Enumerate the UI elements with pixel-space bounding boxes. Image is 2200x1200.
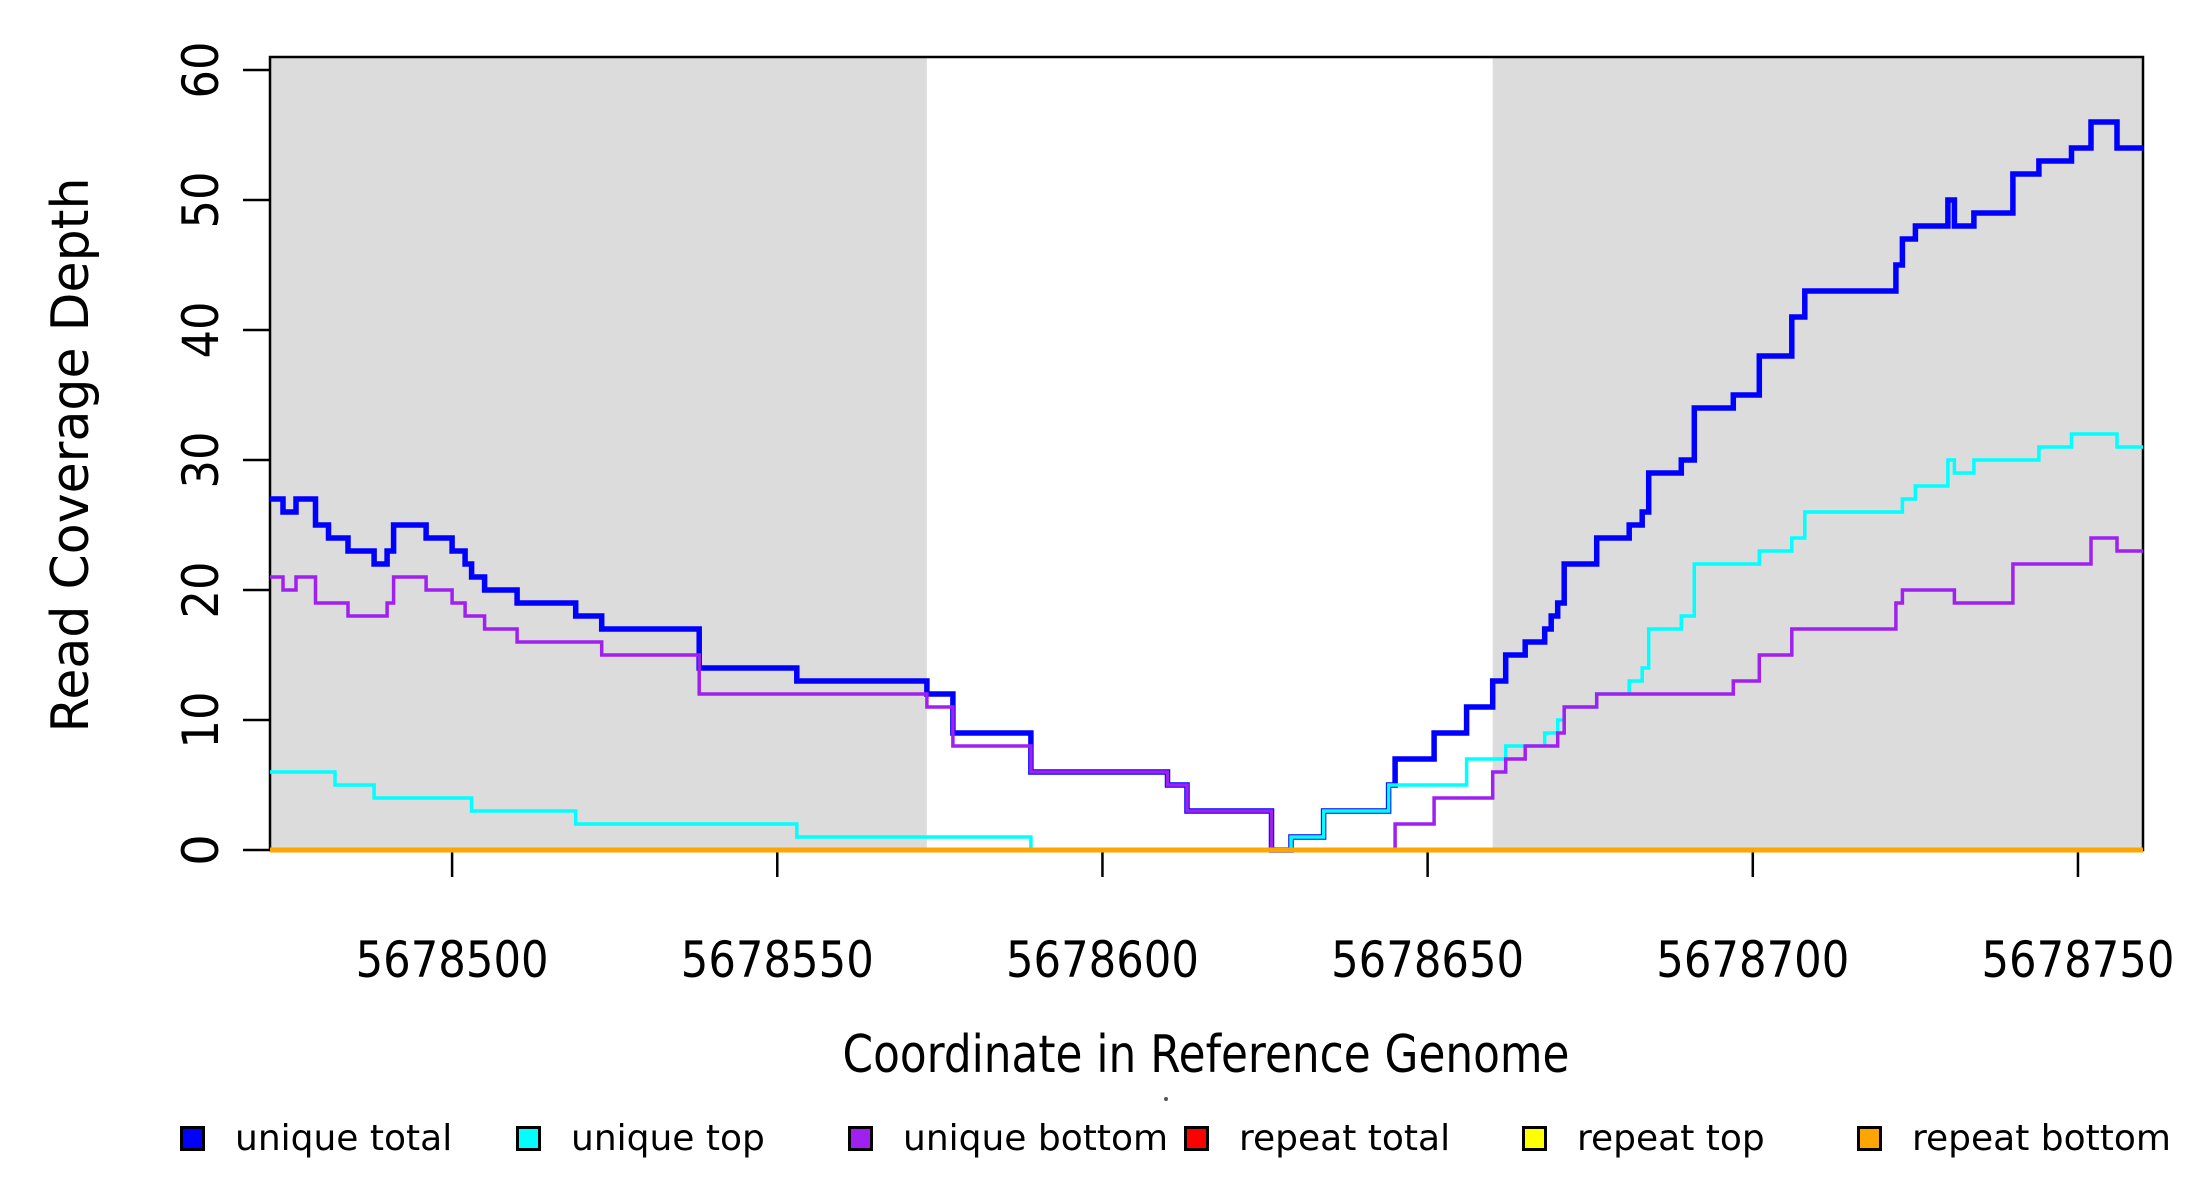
axis-ticks: 5678500 5678550 5678600 5678650 5678700 56787…: [172, 42, 2174, 990]
series-lines: [270, 119, 2143, 853]
legend-item-unique-total: unique total: [180, 1118, 452, 1159]
x-tick-label: 5678500: [356, 931, 549, 989]
legend-label: repeat total: [1239, 1118, 1451, 1159]
x-tick-label: 5678600: [1006, 931, 1199, 989]
legend: unique total unique top unique bottom repea…: [0, 1100, 2200, 1180]
legend-swatch-repeat-top: [1522, 1126, 1547, 1151]
legend-label: unique bottom: [903, 1118, 1169, 1159]
legend-swatch-repeat-total: [1184, 1126, 1209, 1151]
y-tick-label: 50: [172, 172, 230, 229]
x-tick-label: 5678650: [1331, 931, 1524, 989]
legend-label: unique top: [571, 1118, 765, 1159]
series-line-unique-top: [270, 432, 2143, 852]
legend-swatch-unique-top: [516, 1126, 541, 1151]
series-line-unique-total: [270, 119, 2143, 853]
x-tick-label: 5678700: [1656, 931, 1849, 989]
legend-swatch-unique-total: [180, 1126, 205, 1151]
y-tick-label: 0: [172, 834, 230, 866]
legend-item-repeat-bottom: repeat bottom: [1857, 1118, 2171, 1159]
x-axis-title: Coordinate in Reference Genome: [843, 1025, 1570, 1085]
x-tick-label: 5678550: [681, 931, 874, 989]
y-tick-label: 20: [172, 562, 230, 619]
shaded-region-1: [270, 57, 927, 850]
legend-swatch-repeat-bottom: [1857, 1126, 1882, 1151]
shaded-region-2: [1492, 57, 2143, 850]
y-tick-label: 30: [172, 432, 230, 489]
legend-item-repeat-top: repeat top: [1522, 1118, 1765, 1159]
legend-item-unique-bottom: unique bottom: [848, 1118, 1168, 1159]
y-tick-label: 10: [172, 692, 230, 749]
series-line-unique-bottom: [270, 536, 2143, 852]
legend-label: unique total: [235, 1118, 453, 1159]
legend-item-repeat-total: repeat total: [1184, 1118, 1450, 1159]
y-tick-label: 60: [172, 42, 230, 99]
shaded-regions: [270, 57, 2143, 850]
legend-swatch-unique-bottom: [848, 1126, 873, 1151]
legend-item-unique-top: unique top: [516, 1118, 765, 1159]
y-tick-label: 40: [172, 302, 230, 359]
y-axis-title: Read Coverage Depth: [41, 178, 101, 733]
legend-label: repeat bottom: [1912, 1118, 2171, 1159]
stray-mark: [1164, 1097, 1168, 1101]
x-tick-label: 5678750: [1981, 931, 2174, 989]
legend-label: repeat top: [1577, 1118, 1765, 1159]
